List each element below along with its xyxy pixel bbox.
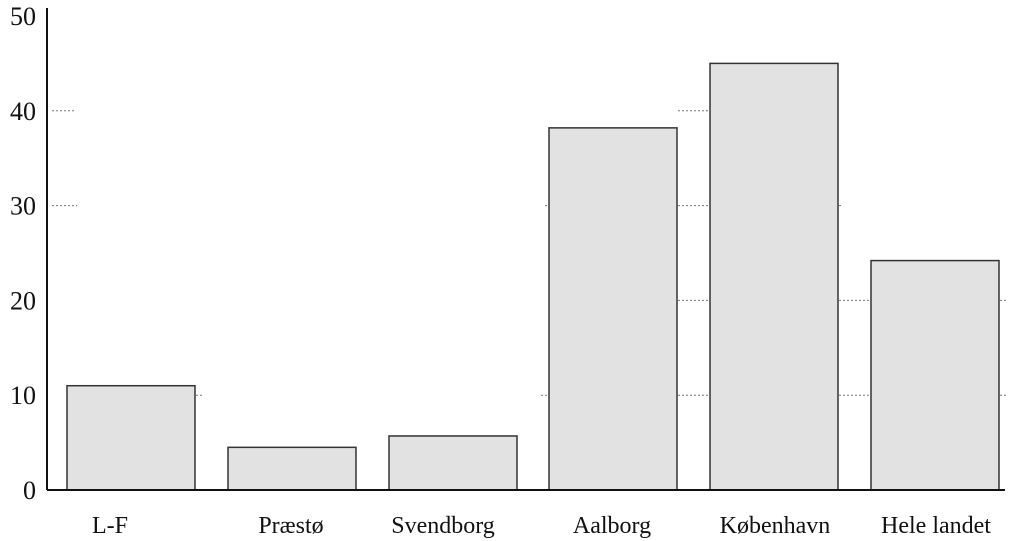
x-category-label: København [720, 513, 831, 539]
y-tick-label: 30 [10, 192, 36, 221]
bar-svendborg [388, 435, 518, 491]
y-tick-label: 40 [10, 97, 36, 126]
x-category-labels: L-F Præstø Svendborg Aalborg København Hele l… [92, 513, 991, 539]
y-tick-label: 0 [23, 476, 36, 505]
bar-præstø [227, 446, 357, 491]
y-tick-label: 50 [10, 2, 36, 31]
y-tick-label: 20 [10, 286, 36, 315]
x-category-label: Præstø [258, 513, 323, 539]
bars [66, 62, 1000, 491]
x-category-label: L-F [92, 513, 128, 539]
x-category-label: Svendborg [391, 513, 495, 539]
bar-l-f [66, 384, 196, 491]
y-tick-labels: 0 10 20 30 40 50 [10, 2, 36, 505]
x-category-label: Aalborg [573, 513, 651, 539]
x-category-label: Hele landet [881, 513, 991, 539]
bar-hele-landet [870, 259, 1000, 491]
bar-københavn [709, 62, 839, 491]
grid-lines [52, 110, 1008, 396]
bar-aalborg [548, 127, 678, 491]
y-tick-label: 10 [10, 381, 36, 410]
